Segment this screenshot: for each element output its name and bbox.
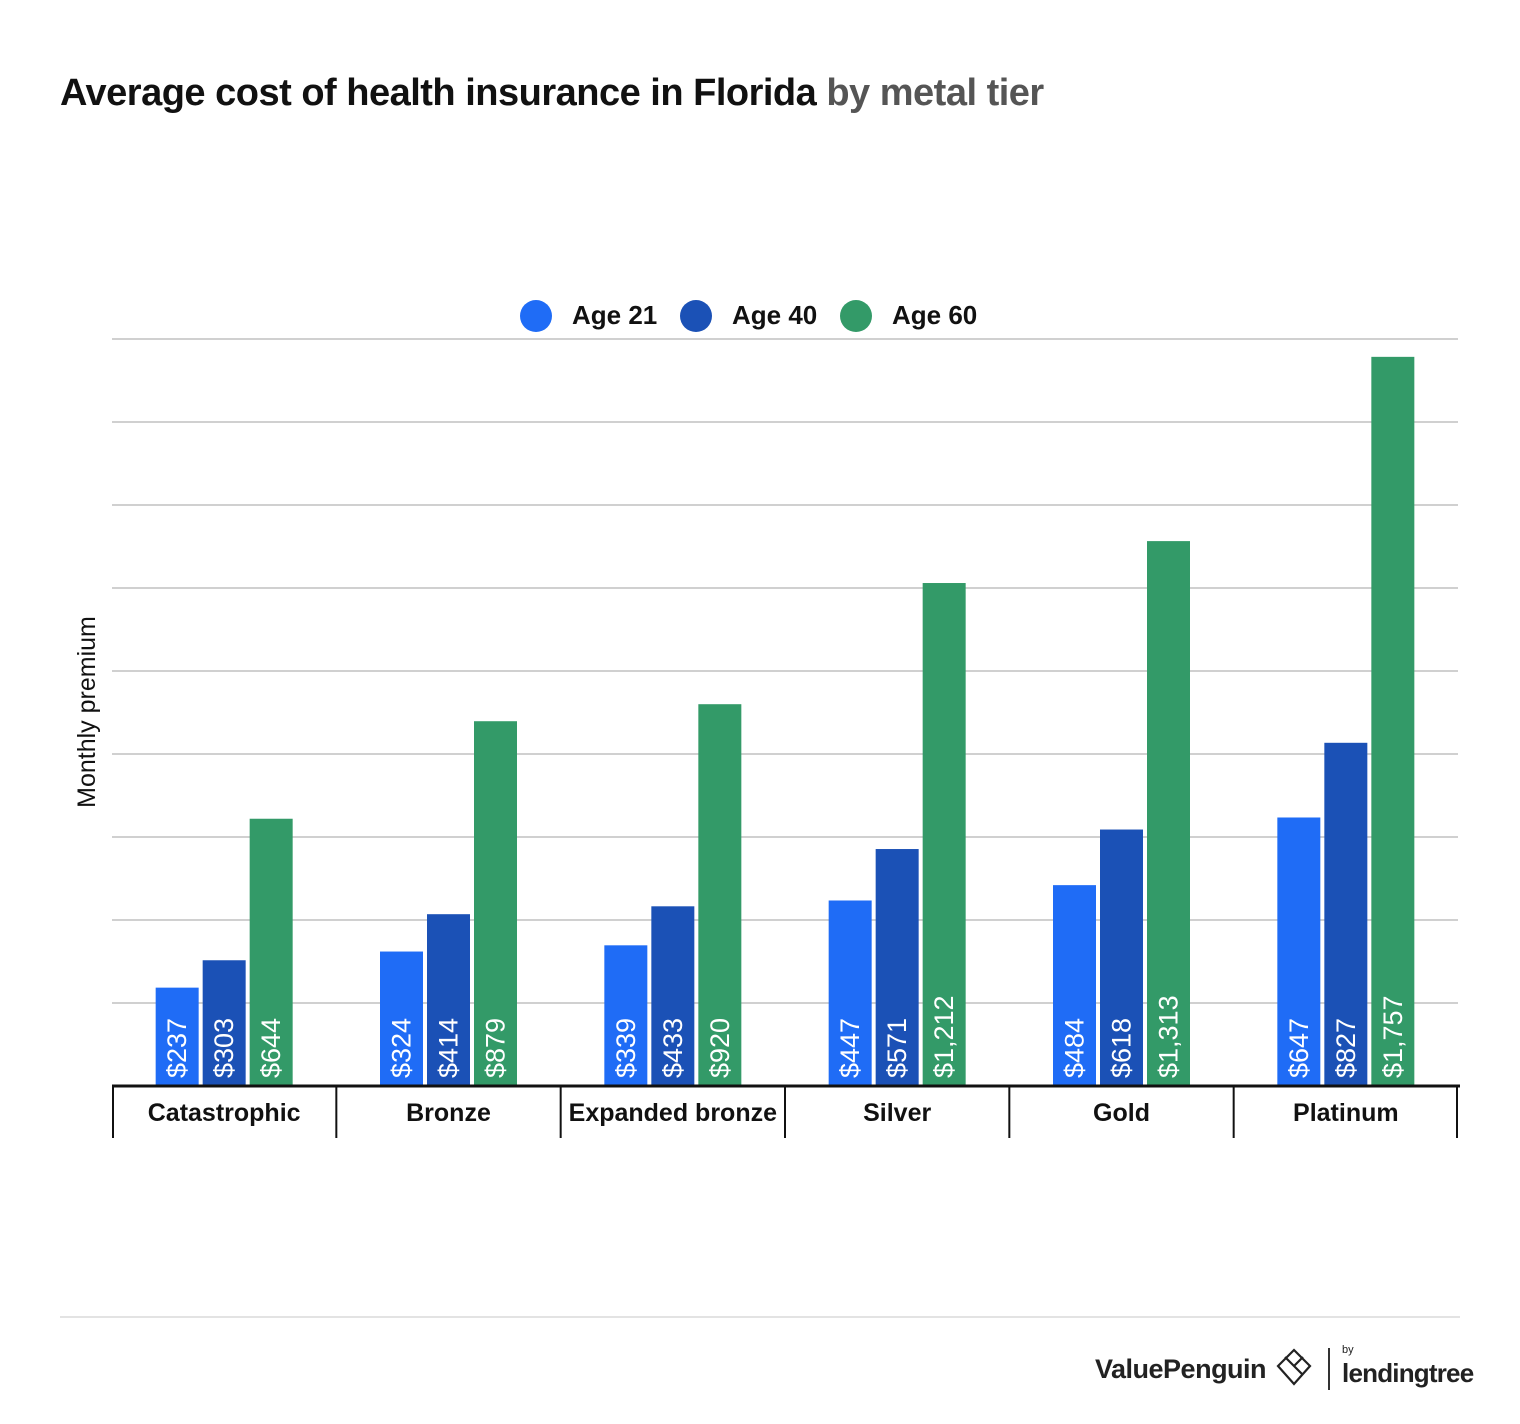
bar-data-label: $339: [611, 1018, 641, 1078]
bar-data-label: $920: [705, 1018, 735, 1078]
bar-data-label: $447: [835, 1018, 865, 1078]
bar: [1371, 356, 1415, 1087]
bar: [202, 960, 246, 1086]
bar-data-label: $303: [209, 1018, 239, 1078]
lendingtree-logo: by lendingtree: [1342, 1344, 1474, 1389]
bar: [698, 704, 742, 1086]
bar: [651, 906, 695, 1086]
bar-data-label: $324: [387, 1018, 417, 1078]
category-tick-label: Gold: [1093, 1099, 1150, 1127]
title-main: Average cost of health insurance in Flor…: [60, 72, 817, 114]
brand-divider: [1328, 1348, 1331, 1390]
bar-data-label: $237: [162, 1018, 192, 1078]
bar: [249, 818, 293, 1086]
bar: [922, 583, 966, 1086]
bar: [828, 900, 872, 1086]
bar: [604, 945, 648, 1086]
lendingtree-by: by: [1342, 1343, 1354, 1356]
chart-title: Average cost of health insurance in Flor…: [60, 72, 1044, 115]
bar: [474, 721, 517, 1086]
bar-data-label: $433: [658, 1018, 688, 1078]
valuepenguin-icon: [1274, 1347, 1314, 1392]
lendingtree-logo-text: lendingtree: [1342, 1357, 1474, 1388]
category-tick-label: Expanded bronze: [569, 1099, 777, 1127]
bar: [1324, 742, 1368, 1086]
bar: [155, 987, 199, 1086]
footer-divider: [60, 1316, 1460, 1318]
legend-label: Age 40: [732, 300, 817, 330]
legend-marker: [840, 300, 872, 332]
bar-data-label: $644: [256, 1018, 286, 1078]
legend-label: Age 60: [892, 300, 977, 330]
bar: [1277, 817, 1321, 1086]
title-sub: by metal tier: [826, 72, 1044, 114]
bar: [1053, 885, 1096, 1086]
bar-data-label: $879: [481, 1018, 511, 1078]
bar: [875, 849, 919, 1086]
legend-marker: [680, 300, 712, 332]
bar: [1147, 541, 1190, 1086]
legend-marker: [520, 300, 552, 332]
bar-data-label: $1,212: [929, 995, 959, 1078]
bar-data-label: $1,313: [1154, 995, 1184, 1078]
branding: ValuePenguin by lendingtree: [1095, 1344, 1474, 1392]
category-tick-label: Catastrophic: [148, 1099, 301, 1127]
bar-data-label: $484: [1060, 1018, 1090, 1078]
legend-label: Age 21: [572, 300, 657, 330]
bar: [427, 914, 470, 1086]
bar: [380, 951, 423, 1086]
bar-data-label: $414: [434, 1018, 464, 1078]
category-tick-label: Silver: [863, 1099, 931, 1127]
bar-data-label: $571: [882, 1018, 912, 1078]
bar: [1100, 829, 1143, 1086]
bar-data-label: $1,757: [1378, 995, 1408, 1078]
category-tick-label: Bronze: [406, 1099, 491, 1127]
bar-data-label: $618: [1107, 1018, 1137, 1078]
valuepenguin-logo-text: ValuePenguin: [1095, 1353, 1267, 1384]
y-axis-label: Monthly premium: [73, 616, 101, 808]
category-tick-label: Platinum: [1293, 1099, 1399, 1127]
bar-data-label: $647: [1284, 1018, 1314, 1078]
bar-data-label: $827: [1331, 1018, 1361, 1078]
